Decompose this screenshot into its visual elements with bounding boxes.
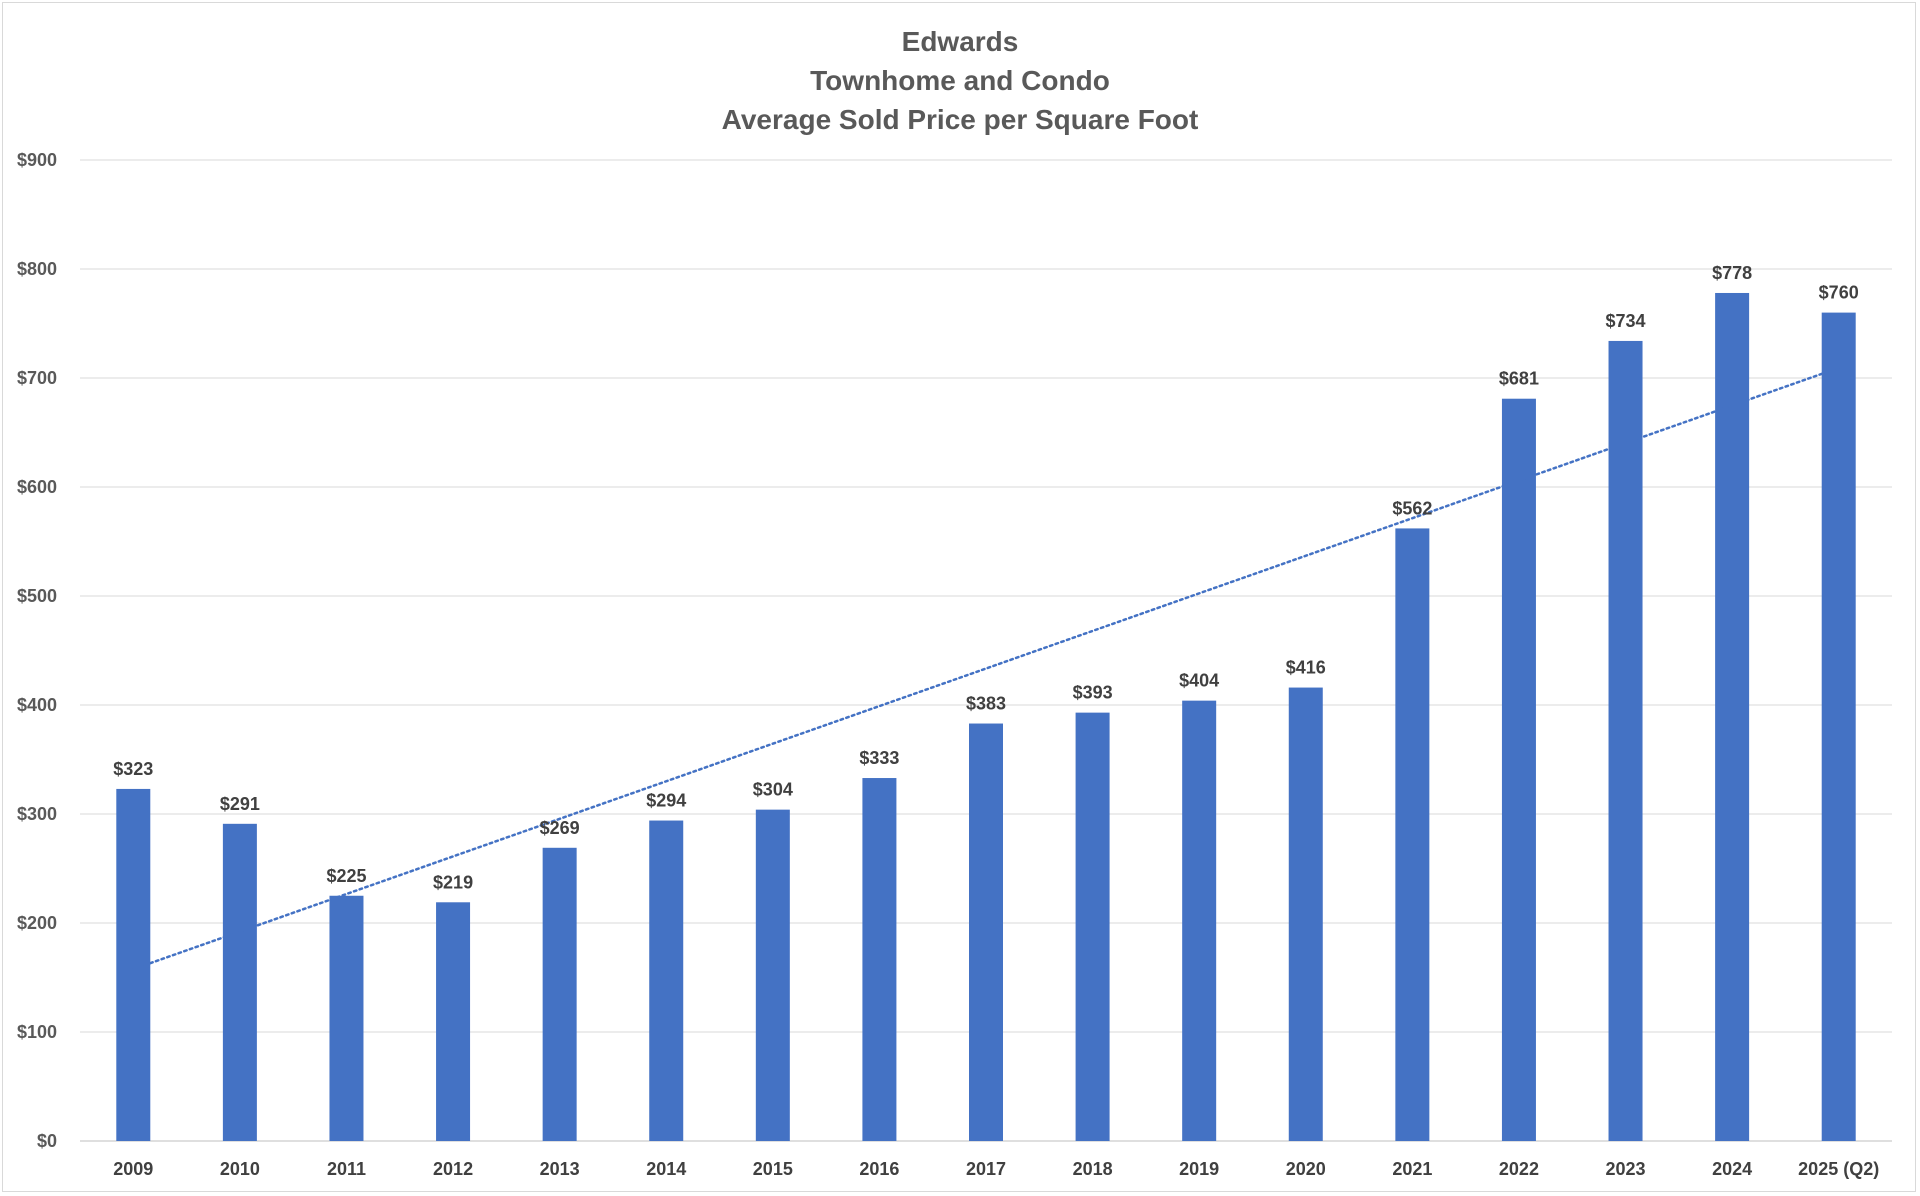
- y-tick-label: $100: [17, 1022, 57, 1042]
- bar: [1075, 712, 1110, 1141]
- data-label: $333: [859, 748, 899, 768]
- data-label: $225: [326, 866, 366, 886]
- chart-title: Edwards Townhome and Condo Average Sold …: [0, 22, 1920, 139]
- chart-title-line-2: Townhome and Condo: [810, 65, 1110, 96]
- data-label: $416: [1286, 658, 1326, 678]
- data-label: $404: [1179, 671, 1219, 691]
- bar: [542, 847, 577, 1141]
- bar: [755, 809, 790, 1141]
- bar-layer: [116, 292, 1856, 1142]
- x-tick-label: 2019: [1179, 1159, 1219, 1179]
- data-label: $383: [966, 694, 1006, 714]
- y-tick-label: $0: [37, 1131, 57, 1151]
- bar: [969, 723, 1003, 1141]
- bar: [1182, 700, 1217, 1141]
- data-label: $269: [540, 818, 580, 838]
- x-tick-label: 2011: [327, 1159, 366, 1179]
- x-tick-label: 2013: [540, 1159, 580, 1179]
- bar: [222, 823, 257, 1141]
- x-tick-label: 2022: [1499, 1159, 1539, 1179]
- chart-title-line-3: Average Sold Price per Square Foot: [721, 104, 1199, 135]
- bar: [329, 895, 364, 1141]
- data-label: $323: [113, 759, 153, 779]
- data-label: $219: [433, 872, 473, 892]
- bar: [1715, 292, 1750, 1142]
- data-label: $294: [646, 791, 686, 811]
- chart-title-line-1: Edwards: [901, 26, 1019, 57]
- trendline: [132, 366, 1840, 971]
- data-label: $681: [1499, 369, 1539, 389]
- x-tick-label: 2012: [433, 1159, 473, 1179]
- x-tick-label: 2021: [1392, 1159, 1432, 1179]
- data-label: $778: [1712, 263, 1752, 283]
- y-tick-label: $200: [17, 913, 57, 933]
- x-tick-label: 2014: [646, 1159, 686, 1179]
- y-tick-label: $700: [17, 368, 57, 388]
- data-label: $304: [753, 780, 793, 800]
- x-tick-label: 2025 (Q2): [1798, 1159, 1879, 1179]
- y-tick-label: $900: [17, 150, 57, 170]
- data-label: $562: [1392, 498, 1432, 518]
- y-tick-label: $400: [17, 695, 57, 715]
- x-tick-label: 2023: [1606, 1159, 1646, 1179]
- data-label: $760: [1819, 283, 1859, 303]
- data-label: $291: [220, 794, 260, 814]
- bar: [1288, 687, 1323, 1141]
- bar: [1501, 398, 1536, 1142]
- data-label: $734: [1606, 311, 1646, 331]
- trend-layer: [132, 366, 1840, 971]
- x-tick-label: 2018: [1073, 1159, 1113, 1179]
- x-tick-label: 2020: [1286, 1159, 1326, 1179]
- x-tick-label: 2015: [753, 1159, 793, 1179]
- x-tick-label: 2024: [1712, 1159, 1752, 1179]
- x-tick-label: 2010: [220, 1159, 260, 1179]
- x-tick-label: 2009: [113, 1159, 153, 1179]
- y-tick-label: $800: [17, 259, 57, 279]
- bar: [1395, 528, 1430, 1141]
- y-tick-label: $300: [17, 804, 57, 824]
- x-tick-label: 2017: [966, 1159, 1006, 1179]
- y-tick-label: $500: [17, 586, 57, 606]
- x-tick-label: 2016: [859, 1159, 899, 1179]
- data-label: $393: [1073, 683, 1113, 703]
- label-layer: $323 $291 $225 $219 $269 $294 $304 $333 $383 $393…: [113, 263, 1858, 892]
- bar: [1608, 340, 1643, 1141]
- bar: [862, 778, 897, 1141]
- axis-layer: $0 $100 $200 $300 $400 $500 $600 $700 $800 $900 20…: [17, 150, 1879, 1179]
- bar: [436, 902, 471, 1141]
- bar: [649, 820, 684, 1141]
- bar: [1821, 312, 1856, 1142]
- y-tick-label: $600: [17, 477, 57, 497]
